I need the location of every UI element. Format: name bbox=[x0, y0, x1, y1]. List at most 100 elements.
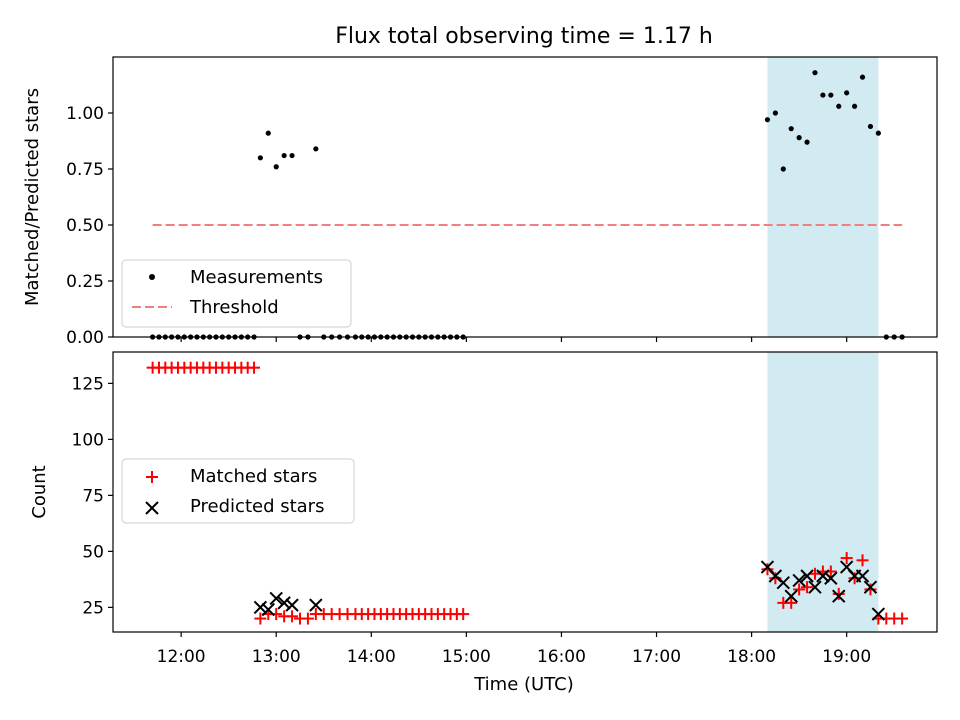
predicted-star-point bbox=[832, 589, 846, 603]
x-tick-label: 17:00 bbox=[632, 647, 681, 667]
predicted-star-line-b bbox=[776, 576, 790, 590]
x-tick-label: 12:00 bbox=[157, 647, 206, 667]
bottom-y-tick-label: 75 bbox=[82, 486, 104, 506]
x-tick-label: 13:00 bbox=[252, 647, 301, 667]
predicted-star-line-b bbox=[760, 560, 775, 574]
measurement-point bbox=[828, 92, 834, 98]
predicted-star-point bbox=[269, 591, 283, 606]
top-legend: Measurements Threshold bbox=[121, 259, 352, 328]
predicted-star-point bbox=[253, 600, 268, 615]
bottom-y-tick-label: 125 bbox=[72, 374, 104, 394]
predicted-star-line-b bbox=[824, 571, 838, 585]
matched-star-point bbox=[785, 596, 798, 609]
bottom-axes-frame bbox=[112, 351, 938, 633]
matched-star-point bbox=[832, 587, 845, 600]
measurement-point bbox=[804, 139, 810, 145]
bottom-x-ticks: 12:00 13:00 14:00 15:00 16:00 17:00 18:00 19:00 bbox=[157, 632, 871, 667]
predicted-star-line-b bbox=[285, 598, 299, 612]
matched-star-point bbox=[254, 612, 267, 625]
predicted-star-point bbox=[792, 573, 806, 588]
predicted-star-line-b bbox=[309, 598, 323, 612]
predicted-star-point bbox=[863, 580, 878, 594]
matched-star-point bbox=[856, 554, 869, 567]
measurement-point bbox=[273, 164, 279, 170]
matched-star-point bbox=[864, 583, 877, 596]
predicted-star-line-b bbox=[863, 580, 878, 594]
predicted-star-line-b bbox=[261, 602, 275, 617]
measurement-point bbox=[788, 126, 794, 132]
matched-star-point bbox=[761, 563, 774, 576]
predicted-star-line-b bbox=[768, 569, 783, 583]
predicted-star-line-b bbox=[816, 569, 830, 583]
measurement-point bbox=[257, 155, 263, 161]
bottom-y-tick-label: 100 bbox=[72, 430, 104, 450]
top-x-ticks bbox=[180, 337, 848, 342]
measurement-point bbox=[764, 117, 771, 123]
predicted-star-line-b bbox=[871, 607, 886, 621]
measurement-point bbox=[859, 74, 866, 80]
matched-star-point bbox=[801, 581, 814, 594]
predicted-star-line-b bbox=[784, 589, 798, 603]
x-tick-label: 18:00 bbox=[727, 647, 776, 667]
matched-star-point bbox=[848, 572, 861, 585]
top-legend-box bbox=[121, 259, 352, 328]
predicted-star-line-b bbox=[253, 600, 268, 615]
predicted-star-point bbox=[776, 576, 790, 590]
measurement-point bbox=[875, 130, 881, 136]
matched-star-point bbox=[896, 612, 909, 625]
bottom-y-tick-label: 50 bbox=[82, 542, 104, 562]
measurement-point bbox=[772, 110, 778, 116]
top-y-tick-label: 0.75 bbox=[66, 160, 104, 180]
measurement-point bbox=[867, 123, 874, 130]
x-tick-label: 15:00 bbox=[442, 647, 491, 667]
legend-measurements-label: Measurements bbox=[190, 267, 323, 288]
measurement-point bbox=[812, 70, 818, 76]
top-y-tick-label: 1.00 bbox=[66, 104, 104, 124]
measurement-point bbox=[796, 135, 802, 141]
predicted-star-line-b bbox=[269, 591, 283, 606]
top-y-axis-label: Matched/Predicted stars bbox=[22, 88, 43, 306]
top-shaded-span bbox=[767, 57, 879, 337]
measurement-point bbox=[281, 152, 287, 159]
x-tick-label: 16:00 bbox=[537, 647, 586, 667]
bottom-y-ticks: 25 50 75 100 125 bbox=[72, 374, 113, 618]
measurement-point bbox=[313, 146, 319, 152]
chart-title: Flux total observing time = 1.17 h bbox=[335, 24, 713, 49]
measurement-point bbox=[844, 90, 850, 96]
top-y-ticks: 0.00 0.25 0.50 0.75 1.00 bbox=[66, 104, 113, 348]
x-tick-label: 14:00 bbox=[347, 647, 396, 667]
measurement-point bbox=[289, 152, 295, 159]
legend-matched-marker bbox=[146, 471, 158, 483]
top-y-tick-label: 0.50 bbox=[66, 216, 104, 236]
predicted-star-point bbox=[285, 598, 299, 612]
measurement-point bbox=[852, 103, 858, 109]
predicted-star-line-b bbox=[832, 589, 846, 603]
predicted-star-point bbox=[309, 598, 323, 612]
x-tick-label: 19:00 bbox=[822, 647, 871, 667]
predicted-star-line-b bbox=[839, 560, 854, 574]
predicted-star-line-b bbox=[855, 569, 870, 583]
measurement-point bbox=[265, 130, 271, 136]
predicted-star-point bbox=[800, 569, 814, 583]
predicted-star-point bbox=[871, 607, 886, 621]
matched-star-point bbox=[301, 612, 314, 625]
bottom-legend-box bbox=[121, 458, 355, 524]
bottom-panel: 25 50 75 100 125 12:00 13:00 14:00 15:00 16:00 17… bbox=[29, 351, 938, 695]
measurement-point bbox=[780, 166, 786, 172]
predicted-star-point bbox=[824, 571, 838, 585]
bottom-y-tick-label: 25 bbox=[82, 598, 104, 618]
measurement-point bbox=[820, 92, 826, 98]
legend-threshold-label: Threshold bbox=[189, 297, 279, 318]
predicted-star-point bbox=[261, 602, 275, 617]
matched-star-point bbox=[248, 361, 261, 374]
bottom-legend: Matched stars Predicted stars bbox=[121, 458, 355, 524]
matched-star-point bbox=[286, 610, 299, 623]
bottom-y-axis-label: Count bbox=[29, 465, 50, 518]
predicted-star-point bbox=[855, 569, 870, 583]
legend-matched-label: Matched stars bbox=[190, 466, 317, 487]
predicted-star-point bbox=[816, 569, 830, 583]
matched-star-point bbox=[457, 608, 470, 621]
top-panel: 0.00 0.25 0.50 0.75 1.00 Matched/Predicted s… bbox=[22, 56, 938, 348]
measurement-point bbox=[836, 103, 842, 109]
